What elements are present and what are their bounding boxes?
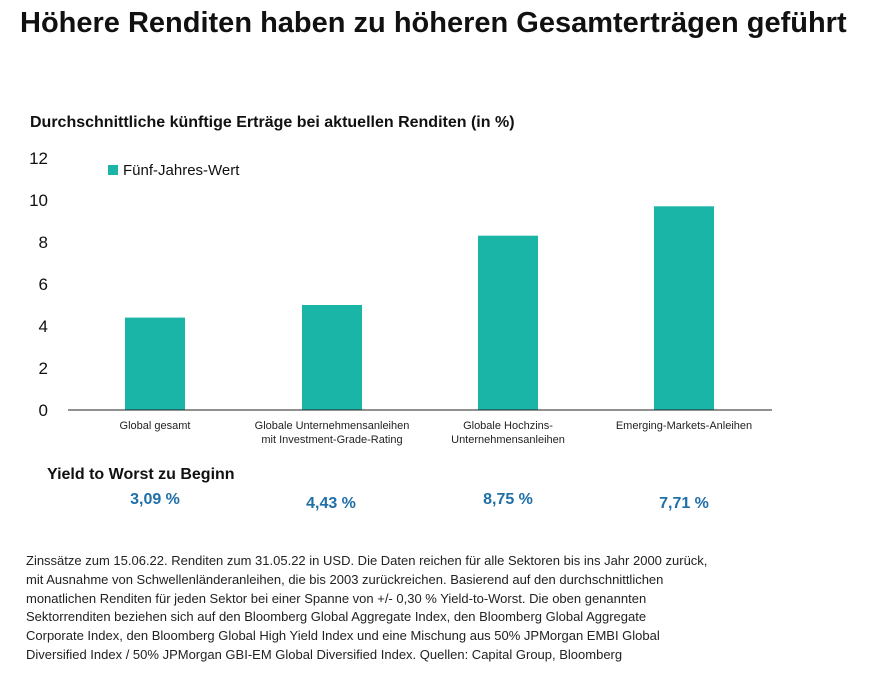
footnote-line: mit Ausnahme von Schwellenländeranleihen… <box>26 571 664 587</box>
y-tick-label: 0 <box>39 401 48 420</box>
bar <box>478 235 538 410</box>
x-tick-label: Globale Hochzins- <box>463 420 553 432</box>
yield-value-global: 3,09 % <box>130 491 180 508</box>
x-tick-label: Globale Unternehmensanleihen <box>255 420 410 432</box>
bar <box>654 206 714 410</box>
legend-label: Fünf-Jahres-Wert <box>123 162 240 179</box>
page-title: Höhere Renditen haben zu höheren Gesamte… <box>20 7 847 39</box>
footnote-line: monatlichen Renditen für jeden Sektor be… <box>26 590 647 606</box>
y-tick-label: 10 <box>29 191 48 210</box>
y-tick-label: 2 <box>39 359 48 378</box>
y-tick-label: 8 <box>39 233 48 252</box>
bar <box>302 305 362 410</box>
x-tick-label: Emerging-Markets-Anleihen <box>616 420 752 432</box>
bar <box>125 317 185 410</box>
yield-to-worst-heading: Yield to Worst zu Beginn <box>47 466 235 483</box>
x-tick-label: Unternehmensanleihen <box>451 434 565 446</box>
yield-value-ig: 4,43 % <box>306 495 356 512</box>
footnote: Zinssätze zum 15.06.22. Renditen zum 31.… <box>26 552 846 665</box>
yield-value-em: 7,71 % <box>659 495 709 512</box>
footnote-line: Zinssätze zum 15.06.22. Renditen zum 31.… <box>26 553 708 568</box>
footnote-line: Diversified Index / 50% JPMorgan GBI-EM … <box>26 646 623 662</box>
y-tick-label: 6 <box>39 275 48 294</box>
footnote-line: Sektorrenditen beziehen sich auf den Blo… <box>26 609 647 625</box>
x-tick-label: mit Investment-Grade-Rating <box>261 434 402 446</box>
footnote-line: Corporate Index, den Bloomberg Global Hi… <box>26 628 660 644</box>
bar-chart: 0 2 4 6 8 10 12 Global gesamt Globale Unternehme… <box>29 149 772 446</box>
x-tick-label: Global gesamt <box>120 420 191 432</box>
y-tick-label: 4 <box>39 317 48 336</box>
y-tick-label: 12 <box>29 149 48 168</box>
chart-subtitle: Durchschnittliche künftige Erträge bei a… <box>30 114 515 131</box>
yield-value-hy: 8,75 % <box>483 491 533 508</box>
legend-swatch <box>108 165 118 175</box>
